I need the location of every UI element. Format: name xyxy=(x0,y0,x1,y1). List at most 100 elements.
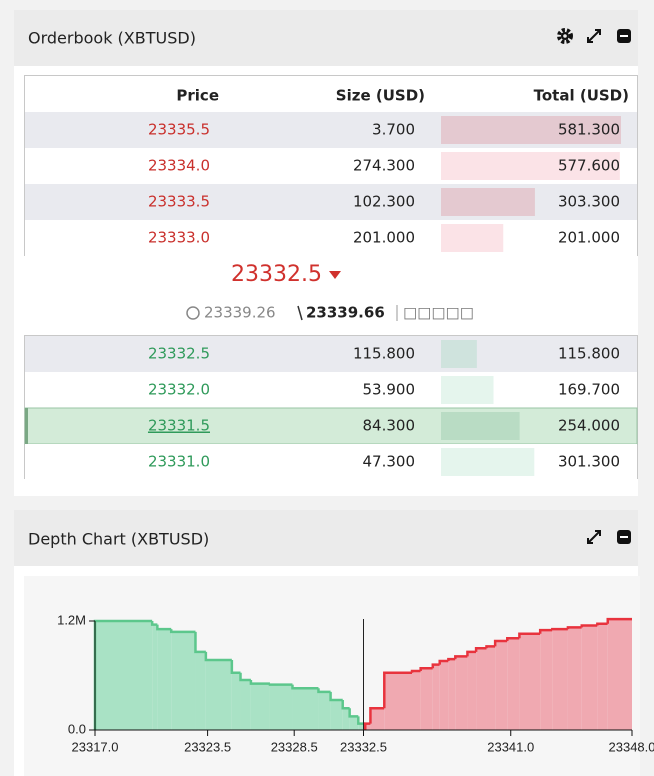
total: 254.000 xyxy=(558,417,620,435)
x-tick-label: 23328.5 xyxy=(271,739,318,754)
depth-step xyxy=(292,688,319,730)
step-line xyxy=(566,626,582,630)
step-line xyxy=(317,688,331,694)
panel-title: Orderbook (XBTUSD) xyxy=(28,29,196,48)
step-line xyxy=(194,631,206,654)
step-line xyxy=(348,708,359,718)
step-line xyxy=(431,663,440,669)
step-line xyxy=(419,666,433,671)
down-arrow xyxy=(329,271,341,279)
depth-step xyxy=(486,646,496,730)
total: 301.300 xyxy=(558,453,620,471)
expand-icon[interactable] xyxy=(587,29,601,43)
step-line xyxy=(150,621,158,626)
step-line xyxy=(538,628,553,634)
step-line xyxy=(485,645,496,649)
depth-bar xyxy=(441,340,477,368)
minimize-icon[interactable] xyxy=(617,530,631,544)
size: 274.300 xyxy=(353,157,415,175)
price: 23332.0 xyxy=(148,381,210,399)
depth-bar xyxy=(441,448,535,476)
step-line xyxy=(169,629,196,634)
depth-bar xyxy=(441,188,535,216)
separator xyxy=(297,305,303,321)
price: 23335.5 xyxy=(148,121,210,139)
depth-step xyxy=(171,631,196,730)
row xyxy=(25,184,637,220)
step-line xyxy=(506,637,520,641)
depth-step xyxy=(540,630,553,730)
depth-step xyxy=(370,708,385,730)
step-line xyxy=(466,650,477,657)
price: 23333.0 xyxy=(148,229,210,247)
depth-step xyxy=(507,638,520,730)
step-line xyxy=(474,647,487,652)
column-header: Price xyxy=(176,87,219,105)
depth-step xyxy=(152,624,158,730)
depth-step xyxy=(439,660,449,730)
depth-step xyxy=(195,651,206,730)
x-tick-label: 23323.5 xyxy=(184,739,231,754)
y-tick-label: 0.0 xyxy=(68,721,86,736)
size: 115.800 xyxy=(353,345,415,363)
y-tick-label: 1.2M xyxy=(57,612,86,627)
price: 23332.5 xyxy=(148,345,210,363)
gear-icon[interactable] xyxy=(557,28,573,44)
step-line xyxy=(606,617,632,624)
depth-step xyxy=(157,629,172,730)
step-line xyxy=(268,683,293,686)
depth-step xyxy=(567,627,582,730)
depth-step xyxy=(581,625,598,730)
step-line xyxy=(596,622,608,626)
column-header: Total (USD) xyxy=(534,87,629,105)
mid-price: 23332.5 xyxy=(231,262,322,287)
step-line xyxy=(551,627,568,631)
expand-icon[interactable] xyxy=(587,530,601,544)
depth-bar xyxy=(441,412,520,440)
depth-step xyxy=(205,660,232,730)
size: 47.300 xyxy=(363,453,416,471)
size: 102.300 xyxy=(353,193,415,211)
size: 53.900 xyxy=(363,381,416,399)
x-tick-label: 23341.0 xyxy=(487,739,534,754)
step-line xyxy=(447,657,456,661)
depth-step xyxy=(358,723,366,730)
total: 303.300 xyxy=(558,193,620,211)
reference-note: □□□□□ xyxy=(403,304,474,322)
mark-price: 23339.66 xyxy=(306,304,385,322)
depth-step xyxy=(269,684,293,730)
column-header: Size (USD) xyxy=(336,87,425,105)
step-line xyxy=(580,624,598,628)
row xyxy=(25,444,637,480)
depth-step xyxy=(384,672,413,730)
step-line xyxy=(357,716,366,725)
depth-step xyxy=(231,672,241,730)
x-tick-label: 23332.5 xyxy=(340,739,387,754)
price: 23331.5 xyxy=(148,417,210,435)
depth-step xyxy=(330,700,343,730)
size: 3.700 xyxy=(372,121,415,139)
depth-step xyxy=(432,664,440,730)
orderbook-header xyxy=(14,10,638,66)
price: 23333.5 xyxy=(148,193,210,211)
step-line xyxy=(239,672,251,682)
depth-bar xyxy=(441,376,494,404)
depth-step xyxy=(342,708,350,730)
row xyxy=(24,407,638,445)
minimize-icon[interactable] xyxy=(617,29,631,43)
panel-title: Depth Chart (XBTUSD) xyxy=(28,530,209,549)
depth-step xyxy=(467,651,477,730)
depth-step xyxy=(318,691,331,730)
depth-step xyxy=(597,623,608,730)
depth-step xyxy=(250,683,270,730)
step-line xyxy=(329,691,343,702)
total: 201.000 xyxy=(558,229,620,247)
total: 577.600 xyxy=(558,157,620,175)
step-line xyxy=(341,700,350,710)
x-tick-label: 23348.0 xyxy=(609,739,654,754)
depth-step xyxy=(476,648,487,730)
step-line xyxy=(383,671,413,709)
globe-icon xyxy=(186,306,200,320)
depth-bar xyxy=(441,152,620,180)
